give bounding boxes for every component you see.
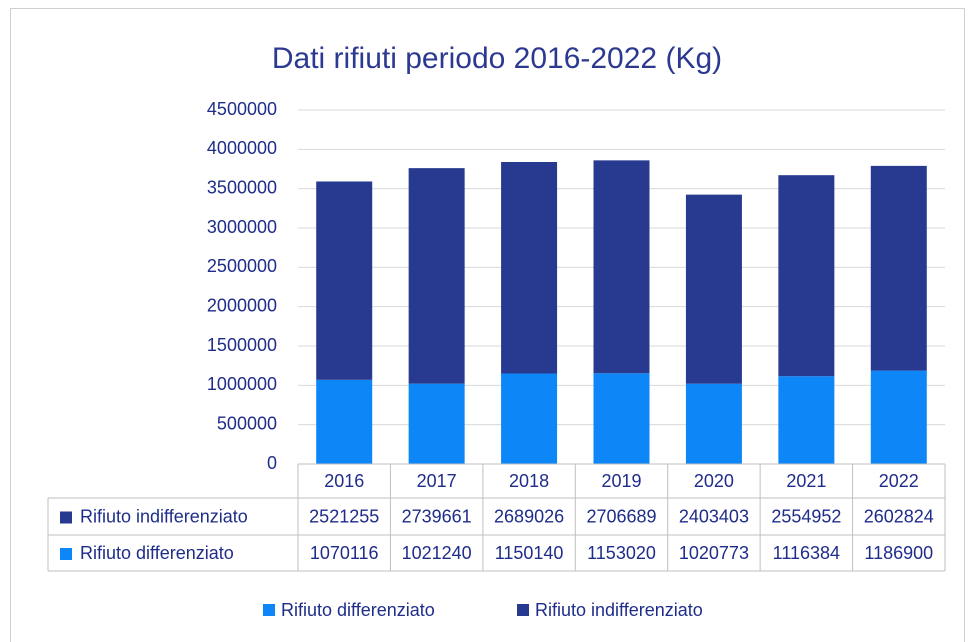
y-tick-label: 4000000 — [207, 138, 277, 158]
x-tick-label: 2021 — [786, 471, 826, 491]
bar — [778, 376, 835, 464]
table-row-label: Rifiuto differenziato — [80, 543, 234, 563]
x-tick-label: 2020 — [694, 471, 734, 491]
table-value: 2403403 — [679, 506, 749, 526]
bar — [870, 165, 927, 371]
y-tick-label: 1000000 — [207, 374, 277, 394]
bar — [501, 373, 558, 464]
bar — [408, 168, 465, 384]
bar — [593, 373, 650, 464]
table-value: 1116384 — [773, 543, 840, 563]
bar — [408, 383, 465, 464]
y-tick-label: 4500000 — [207, 99, 277, 119]
table-value: 2521255 — [309, 506, 379, 526]
table-value: 2706689 — [586, 506, 656, 526]
y-tick-label: 2500000 — [207, 256, 277, 276]
chart-title: Dati rifiuti periodo 2016-2022 (Kg) — [272, 42, 722, 75]
table-value: 2602824 — [864, 506, 934, 526]
table-value: 2689026 — [494, 506, 564, 526]
y-tick-label: 0 — [267, 453, 277, 473]
x-tick-label: 2016 — [324, 471, 364, 491]
y-tick-label: 2000000 — [207, 295, 277, 315]
legend-label: Rifiuto indifferenziato — [535, 600, 703, 620]
table-value: 1153020 — [587, 543, 656, 563]
table-value: 1070116 — [310, 543, 379, 563]
bar — [685, 194, 742, 384]
table-value: 2739661 — [402, 506, 472, 526]
legend-key — [60, 511, 72, 524]
bar — [316, 181, 373, 380]
legend-key — [517, 604, 529, 616]
y-tick-label: 1500000 — [207, 335, 277, 355]
bar — [870, 370, 927, 464]
x-tick-label: 2022 — [879, 471, 919, 491]
table-value: 2554952 — [771, 506, 841, 526]
legend-key — [263, 604, 275, 616]
table-value: 1020773 — [679, 543, 749, 563]
bar — [316, 379, 373, 464]
y-tick-label: 500000 — [217, 413, 277, 433]
table-value: 1186900 — [864, 543, 933, 563]
y-tick-label: 3500000 — [207, 177, 277, 197]
table-row-label: Rifiuto indifferenziato — [80, 506, 248, 526]
y-tick-label: 3000000 — [207, 217, 277, 237]
legend-key — [60, 548, 72, 560]
table-value: 1150140 — [495, 543, 564, 563]
x-tick-label: 2019 — [601, 471, 641, 491]
x-tick-label: 2018 — [509, 471, 549, 491]
table-value: 1021240 — [402, 543, 472, 563]
bar — [778, 175, 835, 377]
bar — [685, 383, 742, 464]
bar — [501, 161, 558, 374]
legend-label: Rifiuto differenziato — [281, 600, 435, 620]
bar — [593, 160, 650, 374]
x-tick-label: 2017 — [417, 471, 457, 491]
